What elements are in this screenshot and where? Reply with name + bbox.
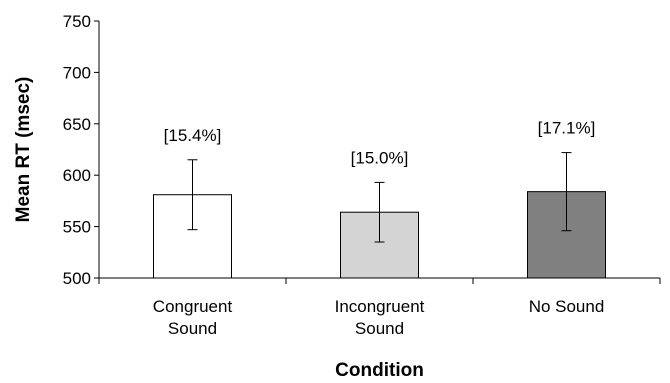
bar-data-label: [17.1%] xyxy=(538,119,596,138)
x-category-label: No Sound xyxy=(529,297,605,316)
y-axis: 500 550 600 650 700 750 xyxy=(63,12,100,288)
y-axis-title: Mean RT (msec) xyxy=(13,77,34,223)
x-category-label: Sound xyxy=(168,319,217,338)
x-axis-title: Condition xyxy=(335,360,424,381)
y-tick-label: 650 xyxy=(63,115,91,134)
x-category-label: Incongruent xyxy=(335,297,425,316)
bar-data-label: [15.0%] xyxy=(351,148,409,167)
bars: [15.4%] [15.0%] [17.1%] xyxy=(153,119,606,279)
y-tick-label: 750 xyxy=(63,12,91,31)
x-axis: Congruent Sound Incongruent Sound No Sound xyxy=(98,277,661,338)
y-tick-label: 500 xyxy=(63,269,91,288)
x-category-label: Congruent xyxy=(153,297,233,316)
y-tick-label: 600 xyxy=(63,166,91,185)
y-tick-label: 700 xyxy=(63,63,91,82)
bar-data-label: [15.4%] xyxy=(164,126,222,145)
y-tick-label: 550 xyxy=(63,218,91,237)
x-category-label: Sound xyxy=(355,319,404,338)
